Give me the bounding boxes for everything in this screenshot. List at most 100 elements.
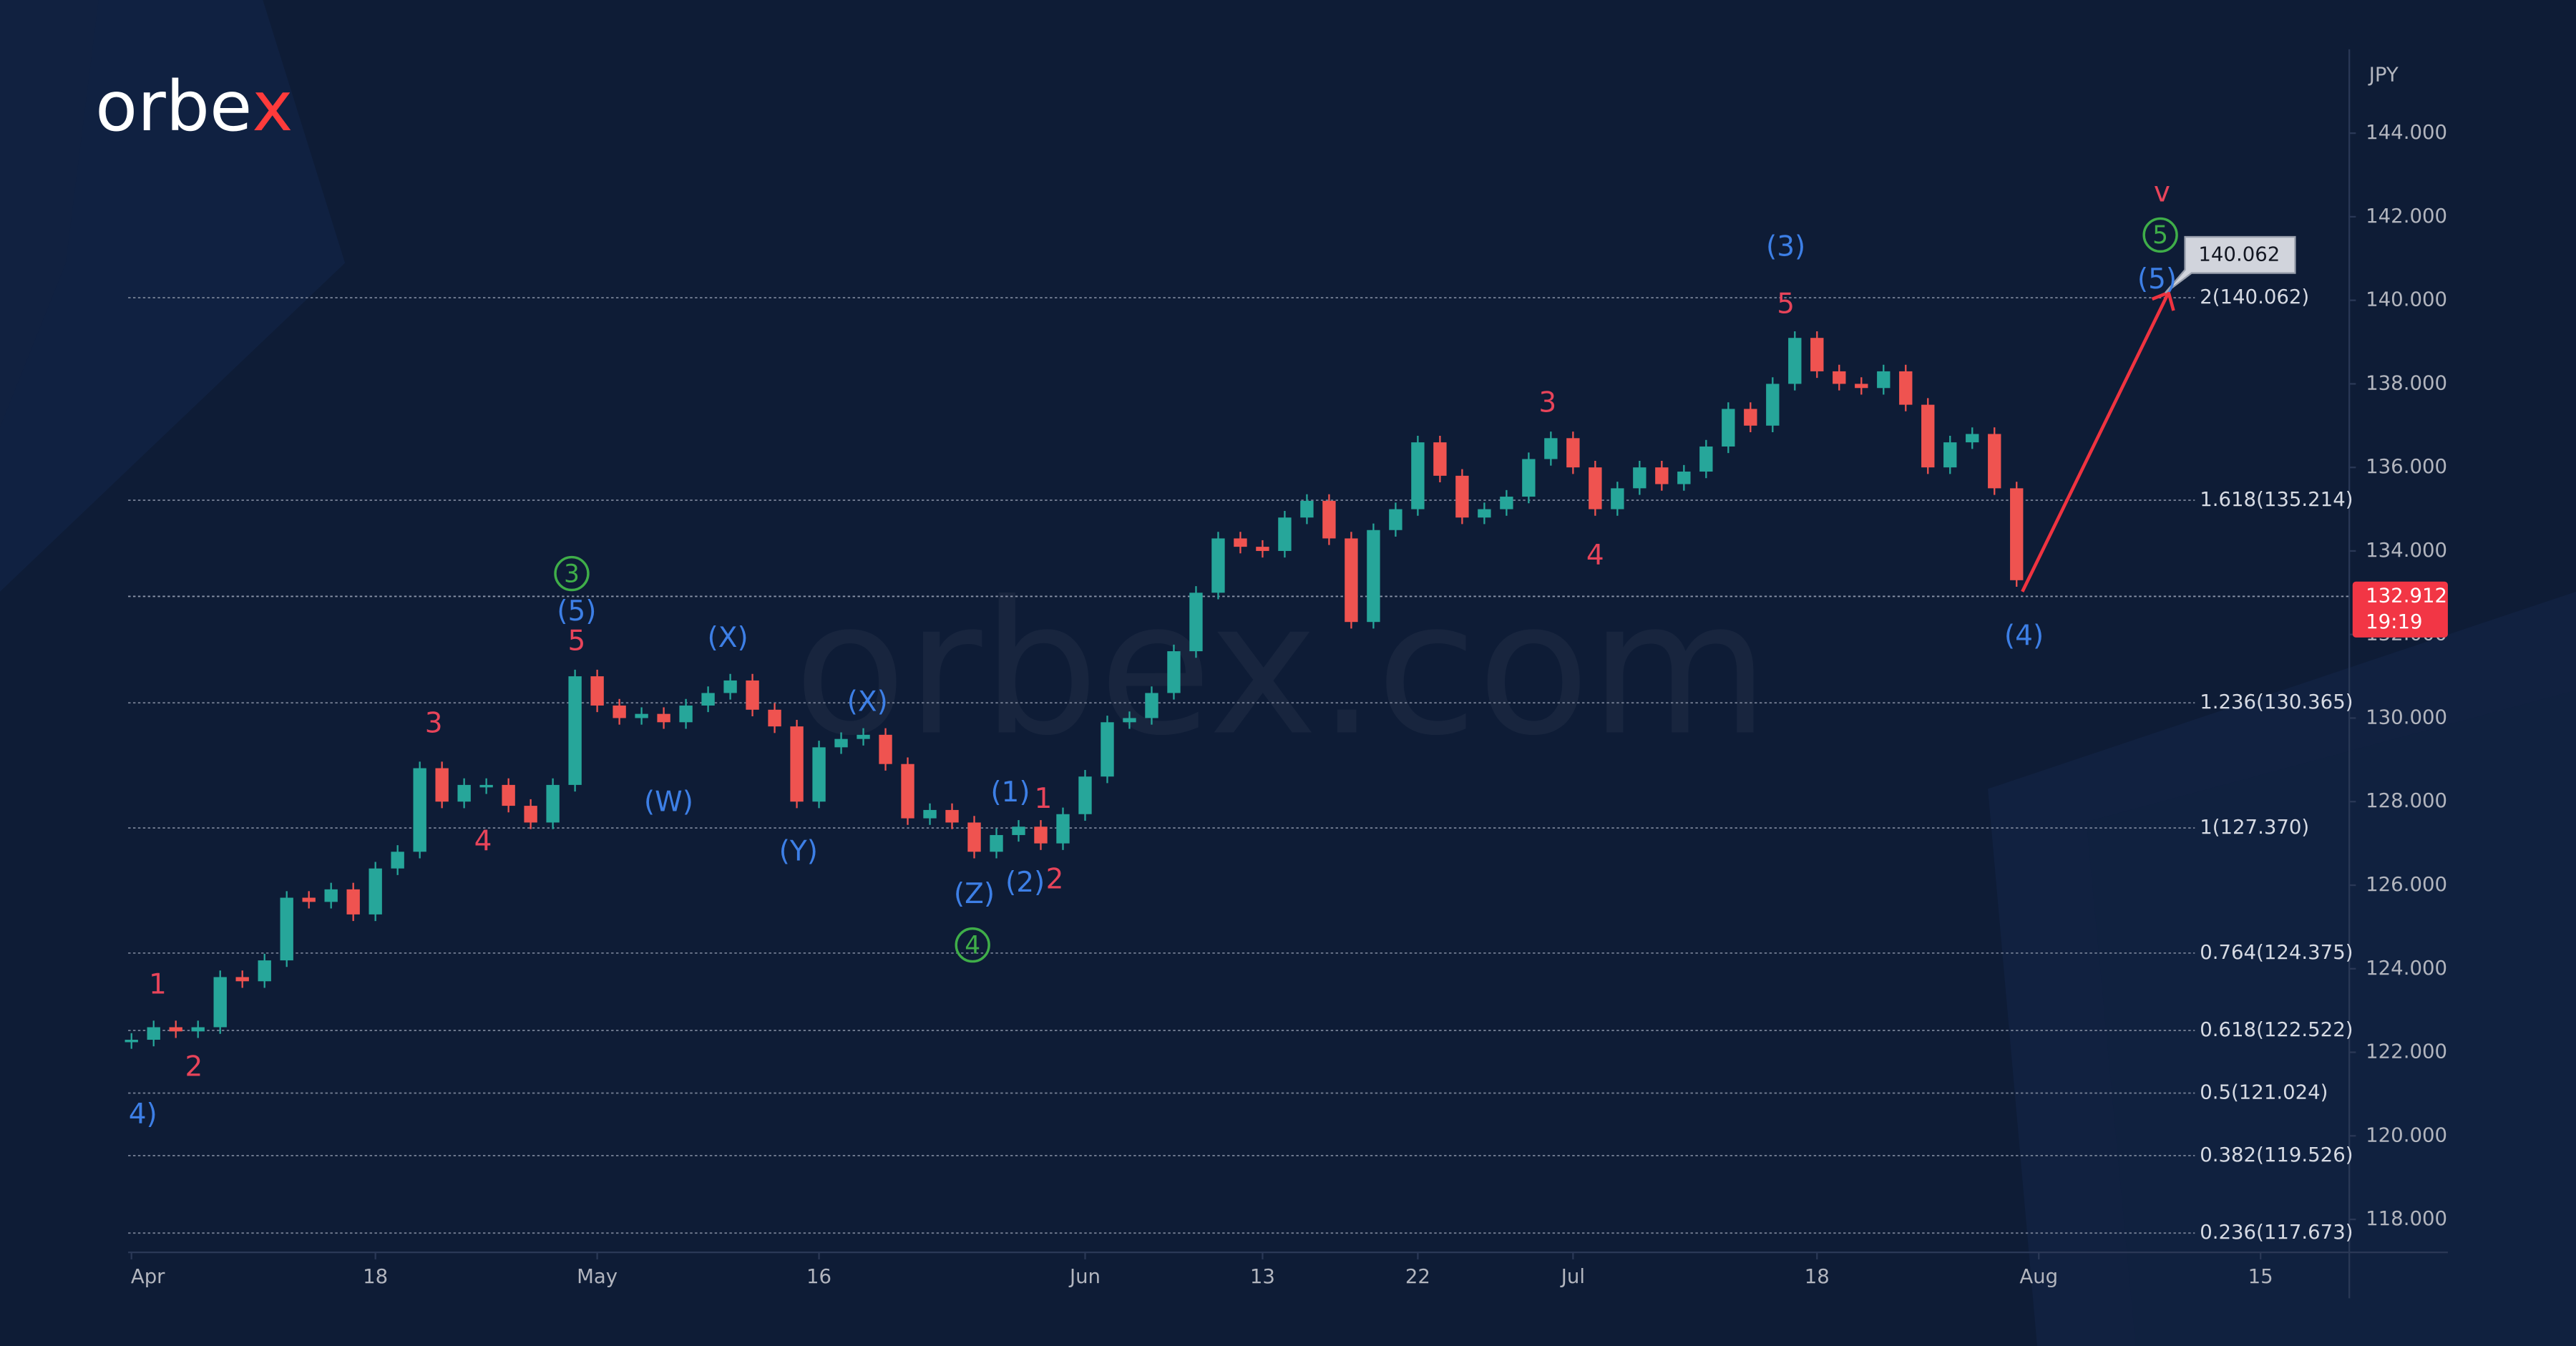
candle bbox=[1345, 538, 1358, 623]
candle bbox=[945, 809, 959, 823]
candle bbox=[1078, 776, 1092, 814]
candle bbox=[1034, 826, 1048, 844]
candle bbox=[1966, 434, 1979, 443]
x-tick-label: 16 bbox=[806, 1265, 831, 1288]
logo: orbex bbox=[95, 67, 293, 147]
candle bbox=[1300, 500, 1314, 518]
y-tick-label: 122.000 bbox=[2366, 1040, 2447, 1063]
candle bbox=[524, 806, 537, 823]
wave-label: 1 bbox=[1034, 783, 1052, 815]
fib-label: 0.236(117.673) bbox=[2200, 1221, 2353, 1244]
bg-shape bbox=[0, 0, 346, 592]
candle bbox=[901, 764, 914, 819]
candle bbox=[391, 852, 404, 869]
fib-label: 0.5(121.024) bbox=[2200, 1081, 2328, 1104]
candle bbox=[324, 889, 338, 902]
candle bbox=[1455, 475, 1469, 518]
candle bbox=[125, 1040, 138, 1043]
candle bbox=[1101, 722, 1114, 777]
y-tick-label: 140.000 bbox=[2366, 288, 2447, 311]
y-tick-label: 130.000 bbox=[2366, 706, 2447, 728]
candle bbox=[1234, 538, 1247, 547]
candle bbox=[1899, 371, 1913, 405]
wave-label: (3) bbox=[1766, 230, 1805, 263]
candle bbox=[1788, 338, 1802, 384]
wave-label: 4 bbox=[1586, 540, 1604, 572]
last-price-label: 132.912 bbox=[2366, 584, 2447, 607]
last-price-box bbox=[2352, 581, 2448, 638]
candle bbox=[635, 713, 648, 718]
wave-label: 5 bbox=[1777, 288, 1795, 321]
wave-circle bbox=[554, 555, 590, 592]
wave-circle bbox=[955, 927, 990, 963]
candle bbox=[1943, 442, 1957, 468]
candle bbox=[1411, 442, 1425, 509]
candle bbox=[1633, 467, 1646, 489]
wave-label: 1 bbox=[149, 969, 167, 1001]
candle bbox=[1833, 371, 1846, 384]
candle bbox=[502, 784, 515, 806]
wave-label: (Z) bbox=[954, 878, 995, 910]
bg-shape bbox=[0, 0, 99, 428]
candle bbox=[657, 713, 670, 723]
candle bbox=[1744, 409, 1757, 426]
y-tick-label: 142.000 bbox=[2366, 205, 2447, 228]
candle bbox=[546, 784, 560, 823]
x-tick-label: May bbox=[577, 1265, 618, 1288]
x-tick-label: Jun bbox=[1068, 1265, 1101, 1288]
axis-unit: JPY bbox=[2368, 64, 2399, 87]
y-tick-label: 138.000 bbox=[2366, 371, 2447, 394]
projection-arrow bbox=[2021, 291, 2170, 592]
candle bbox=[457, 784, 471, 802]
wave-label: (Y) bbox=[779, 835, 818, 867]
candle bbox=[1699, 446, 1713, 472]
y-tick-label: 124.000 bbox=[2366, 957, 2447, 980]
candle bbox=[1766, 384, 1780, 426]
candle bbox=[235, 977, 249, 982]
candle bbox=[990, 834, 1003, 852]
y-tick-label: 126.000 bbox=[2366, 873, 2447, 896]
wave-label: (5) bbox=[557, 595, 596, 628]
wave-label: 2 bbox=[185, 1050, 203, 1083]
candle bbox=[1655, 467, 1669, 484]
candle bbox=[191, 1027, 205, 1032]
fib-label: 0.618(122.522) bbox=[2200, 1018, 2353, 1041]
fib-label: 1.236(130.365) bbox=[2200, 691, 2353, 713]
wave-label: (4) bbox=[2004, 620, 2044, 653]
candle bbox=[1722, 409, 1735, 447]
candle bbox=[679, 705, 693, 723]
candle bbox=[1677, 472, 1691, 484]
x-tick-label: 22 bbox=[1405, 1265, 1430, 1288]
candle bbox=[1877, 371, 1890, 389]
target-callout bbox=[2165, 235, 2296, 294]
wave-label: 3 bbox=[1538, 386, 1556, 419]
wave-label: (2) bbox=[1005, 867, 1045, 899]
candle bbox=[280, 897, 293, 961]
fib-label: 1(127.370) bbox=[2200, 816, 2309, 839]
candle bbox=[1278, 517, 1292, 551]
candle bbox=[723, 680, 737, 693]
y-tick-label: 134.000 bbox=[2366, 539, 2447, 562]
candle bbox=[1433, 442, 1447, 476]
candle bbox=[346, 889, 360, 915]
wave-label: 4 bbox=[474, 826, 492, 858]
candle bbox=[1921, 404, 1935, 468]
candle bbox=[258, 960, 271, 982]
candle bbox=[413, 768, 426, 852]
candle bbox=[879, 734, 892, 764]
candle bbox=[568, 676, 582, 785]
bg-shape bbox=[2086, 690, 2576, 1346]
candle bbox=[302, 897, 316, 902]
wave-label: 4 bbox=[965, 931, 980, 960]
candle bbox=[1500, 497, 1513, 509]
wave-label: 2 bbox=[1046, 864, 1064, 896]
candle bbox=[1256, 547, 1269, 551]
fib-label: 2(140.062) bbox=[2200, 286, 2309, 308]
wave-label: 3 bbox=[564, 560, 580, 588]
candle bbox=[1056, 814, 1070, 844]
candle bbox=[812, 747, 826, 802]
candle bbox=[1544, 438, 1558, 459]
wave-label: 3 bbox=[425, 707, 443, 739]
x-tick-label: Apr bbox=[131, 1265, 165, 1288]
